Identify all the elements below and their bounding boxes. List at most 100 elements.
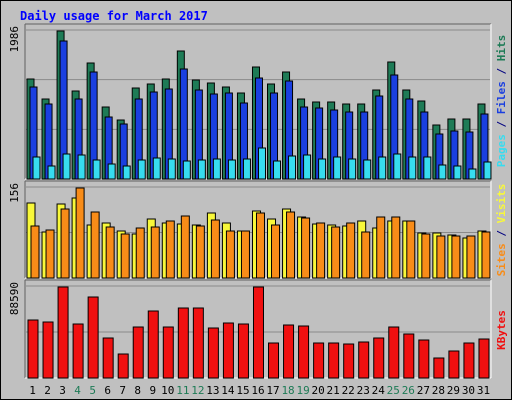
series-label-part-2-0: KBytes [495, 310, 508, 350]
series-label-part-1-2: Visits [495, 184, 508, 224]
pages-bar-29 [453, 165, 462, 180]
day-label-17: 17 [266, 384, 279, 397]
pages-bar-2 [47, 165, 56, 180]
sites-bar-14 [225, 230, 235, 279]
kbytes-bar-6 [102, 337, 114, 379]
sites-bar-13 [210, 219, 220, 279]
pages-bar-6 [107, 163, 116, 180]
sites-bar-3 [60, 208, 70, 279]
sites-bar-31 [481, 231, 491, 279]
pages-bar-25 [393, 153, 402, 180]
series-label-1: Sites / Visits [495, 184, 508, 277]
pages-bar-23 [363, 159, 372, 180]
kbytes-bar-22 [343, 343, 355, 379]
kbytes-bar-5 [87, 296, 99, 379]
kbytes-bar-15 [237, 323, 249, 379]
pages-bar-4 [77, 154, 86, 180]
series-label-part-1-0: Sites [495, 243, 508, 276]
pages-bar-31 [483, 161, 492, 180]
day-label-18: 18 [281, 384, 294, 397]
pages-bar-14 [227, 159, 236, 180]
day-label-31: 31 [477, 384, 490, 397]
day-label-9: 9 [149, 384, 156, 397]
sites-bar-2 [45, 229, 55, 279]
sites-bar-21 [331, 226, 341, 279]
pages-bar-17 [273, 160, 282, 180]
kbytes-bar-29 [448, 350, 460, 379]
pages-bar-27 [423, 156, 432, 180]
kbytes-bar-28 [433, 357, 445, 379]
day-label-13: 13 [206, 384, 219, 397]
kbytes-bar-8 [132, 326, 144, 379]
kbytes-bar-14 [222, 322, 234, 379]
max-label-2: 88590 [8, 282, 21, 315]
day-label-2: 2 [44, 384, 51, 397]
pages-bar-19 [303, 154, 312, 180]
kbytes-bar-4 [72, 323, 84, 379]
pages-bar-12 [197, 159, 206, 180]
kbytes-bar-11 [177, 307, 189, 379]
kbytes-bar-26 [403, 333, 415, 379]
pages-bar-13 [212, 158, 221, 180]
day-label-26: 26 [402, 384, 415, 397]
kbytes-bar-16 [252, 286, 264, 379]
day-label-5: 5 [89, 384, 96, 397]
sites-bar-29 [451, 235, 461, 279]
day-label-30: 30 [462, 384, 475, 397]
day-label-21: 21 [327, 384, 340, 397]
sites-bar-30 [466, 235, 476, 279]
sites-bar-18 [286, 211, 296, 279]
pages-bar-26 [408, 156, 417, 180]
kbytes-bar-30 [463, 342, 475, 379]
kbytes-bar-24 [373, 337, 385, 379]
kbytes-bar-20 [313, 342, 325, 379]
kbytes-bar-19 [298, 325, 310, 379]
day-label-25: 25 [387, 384, 400, 397]
kbytes-bar-10 [162, 326, 174, 379]
series-label-part-1-1: / [495, 223, 508, 243]
sites-bar-23 [361, 231, 371, 279]
day-label-3: 3 [59, 384, 66, 397]
day-label-7: 7 [119, 384, 126, 397]
sites-bar-27 [421, 233, 431, 279]
kbytes-bar-2 [42, 321, 54, 379]
pages-bar-18 [288, 155, 297, 180]
kbytes-bar-31 [478, 338, 490, 379]
sites-bar-16 [255, 212, 265, 279]
kbytes-bar-25 [388, 326, 400, 379]
pages-bar-16 [257, 147, 266, 180]
kbytes-bar-18 [283, 324, 295, 379]
pages-bar-8 [137, 159, 146, 180]
day-label-28: 28 [432, 384, 445, 397]
pages-bar-22 [348, 158, 357, 180]
kbytes-bar-21 [328, 342, 340, 379]
kbytes-bar-3 [57, 286, 69, 379]
kbytes-bar-27 [418, 339, 430, 379]
day-label-14: 14 [221, 384, 235, 397]
kbytes-bar-9 [147, 310, 159, 379]
pages-bar-24 [378, 156, 387, 180]
series-label-part-0-2: Files [495, 81, 508, 114]
sites-bar-6 [105, 226, 115, 279]
pages-bar-5 [92, 159, 101, 180]
sites-bar-20 [316, 222, 326, 279]
day-label-11: 11 [176, 384, 189, 397]
sites-bar-28 [436, 235, 446, 279]
sites-bar-8 [135, 227, 145, 279]
pages-bar-1 [32, 156, 41, 180]
max-label-1: 156 [8, 183, 21, 203]
day-label-4: 4 [74, 384, 81, 397]
pages-bar-21 [333, 156, 342, 180]
day-label-27: 27 [417, 384, 430, 397]
day-label-22: 22 [342, 384, 355, 397]
max-label-0: 1986 [8, 26, 21, 53]
sites-bar-5 [90, 211, 100, 279]
day-label-29: 29 [447, 384, 460, 397]
sites-bar-24 [376, 216, 386, 279]
kbytes-bar-13 [207, 327, 219, 379]
pages-bar-15 [242, 158, 251, 180]
day-label-12: 12 [191, 384, 204, 397]
kbytes-bar-17 [268, 342, 280, 379]
day-label-20: 20 [312, 384, 325, 397]
